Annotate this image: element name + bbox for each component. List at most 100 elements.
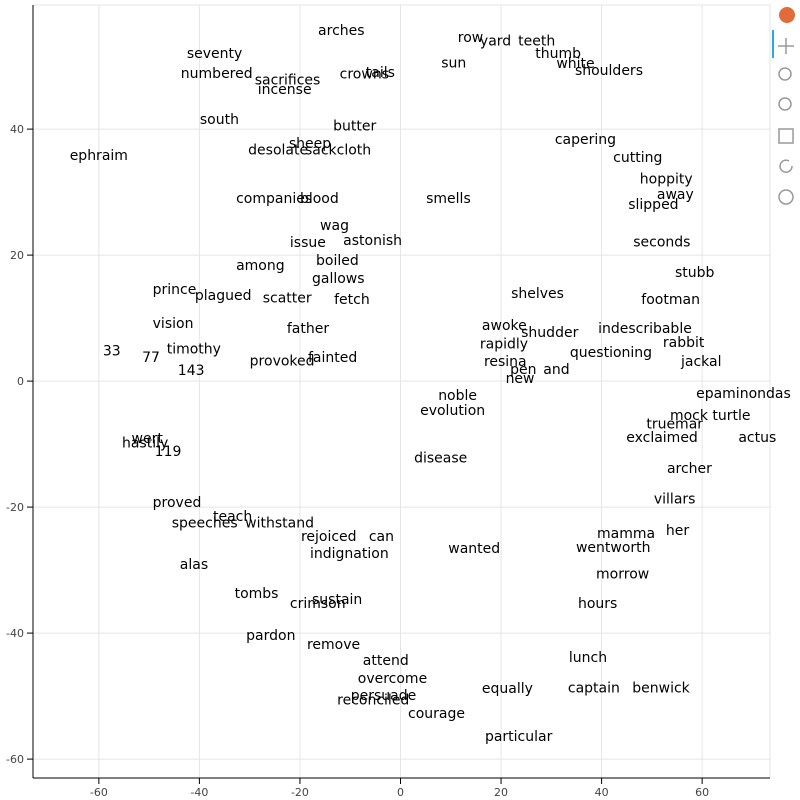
word-label: south <box>200 112 239 128</box>
word-label: among <box>236 258 285 274</box>
word-label: mamma <box>597 526 655 542</box>
word-label: cutting <box>613 150 662 166</box>
word-label: teach <box>213 509 252 525</box>
word-label: evolution <box>420 403 485 419</box>
word-label: awoke <box>482 318 527 334</box>
word-label: white <box>556 56 594 72</box>
x-tick-label: 20 <box>494 786 508 799</box>
word-label: wert <box>132 431 164 447</box>
word-label: courage <box>408 706 465 722</box>
y-tick-label: 20 <box>10 249 24 262</box>
x-tick-label: 40 <box>595 786 609 799</box>
word-label: away <box>657 187 694 203</box>
word-label: hoppity <box>640 171 693 187</box>
box-zoom-tool[interactable] <box>778 67 792 81</box>
word-label: questioning <box>570 345 652 361</box>
word-label: sheep <box>289 136 331 152</box>
word-label: withstand <box>245 515 314 531</box>
word-label: morrow <box>596 566 649 582</box>
word-label: her <box>666 523 689 539</box>
word-label: companies <box>236 191 312 207</box>
word-label: mock turtle <box>670 408 751 424</box>
word-label: alas <box>180 557 208 573</box>
wheel-zoom-tool[interactable] <box>778 97 792 111</box>
word-label: jackal <box>680 354 722 370</box>
y-tick-label: 0 <box>17 375 24 388</box>
word-label: indignation <box>310 546 389 562</box>
word-label: footman <box>641 292 700 308</box>
word-label: hastily <box>122 435 168 451</box>
word-label: captain <box>568 680 620 696</box>
word-label: rapidly <box>480 336 528 352</box>
word-label: sustain <box>312 592 362 608</box>
word-label: 119 <box>155 444 182 460</box>
word-label: wanted <box>448 541 500 557</box>
word-label: butter <box>333 118 376 134</box>
word-label: issue <box>290 235 326 251</box>
word-label: 33 <box>103 343 121 359</box>
word-label: gallows <box>312 271 365 287</box>
word-label: pen <box>510 362 536 378</box>
word-label: sacrifices <box>255 72 321 88</box>
bokeh-logo[interactable] <box>779 7 795 23</box>
word-label: provoked <box>250 353 315 369</box>
word-label: vision <box>153 316 194 332</box>
word-label: lunch <box>569 650 607 666</box>
word-label: resina <box>484 354 527 370</box>
x-tick-label: -20 <box>291 786 309 799</box>
word-label: timothy <box>167 341 221 357</box>
word-label: attend <box>363 653 409 669</box>
reset-tool[interactable] <box>779 159 793 173</box>
word-label: new <box>506 371 535 387</box>
toolbar <box>772 7 795 205</box>
word-label: equally <box>482 681 533 697</box>
word-label: wentworth <box>576 540 651 556</box>
y-tick-label: -60 <box>6 753 24 766</box>
word-label: sun <box>441 55 466 71</box>
word-label: particular <box>485 729 553 745</box>
word-label: tails <box>366 65 395 81</box>
x-tick-label: 0 <box>397 786 404 799</box>
word-label: slipped <box>628 197 678 213</box>
word-label: disease <box>414 450 467 466</box>
word-label: prince <box>153 282 197 298</box>
word-label: scatter <box>263 290 312 306</box>
word-label: villars <box>654 491 696 507</box>
x-tick-label: 60 <box>695 786 709 799</box>
word-label: shudder <box>521 325 578 341</box>
word-label: hours <box>578 596 617 612</box>
word-label: pardon <box>246 628 295 644</box>
active-tool <box>772 30 774 58</box>
x-tick-label: -40 <box>190 786 208 799</box>
word-label: father <box>287 321 329 337</box>
word-label: noble <box>438 388 477 404</box>
y-tick-label: 40 <box>10 123 24 136</box>
word-label: rabbit <box>663 335 705 351</box>
word-label: shoulders <box>575 63 643 79</box>
word-label: actus <box>738 430 776 446</box>
word-label: wag <box>320 218 349 234</box>
help-tool[interactable] <box>778 189 794 205</box>
save-tool[interactable] <box>778 128 794 144</box>
word-label: 143 <box>178 363 205 379</box>
word-label: exclaimed <box>626 430 698 446</box>
word-label: thumb <box>535 46 581 62</box>
word-label: can <box>369 529 394 545</box>
word-label: rejoiced <box>301 529 357 545</box>
word-label: persuade <box>351 688 417 704</box>
word-label: blood <box>300 191 339 207</box>
word-label: seventy <box>187 46 242 62</box>
word-label: smells <box>426 191 471 207</box>
word-label: speeches <box>172 515 238 531</box>
word-label: and <box>543 362 569 378</box>
x-tick-label: -60 <box>90 786 108 799</box>
word-label: overcome <box>358 671 427 687</box>
pan-tool[interactable] <box>778 38 794 54</box>
word-label: fetch <box>334 292 370 308</box>
word-label: sackcloth <box>305 142 371 158</box>
word-label: desolate <box>248 142 308 158</box>
word-label: yard <box>480 33 511 49</box>
word-label: teeth <box>518 33 555 49</box>
